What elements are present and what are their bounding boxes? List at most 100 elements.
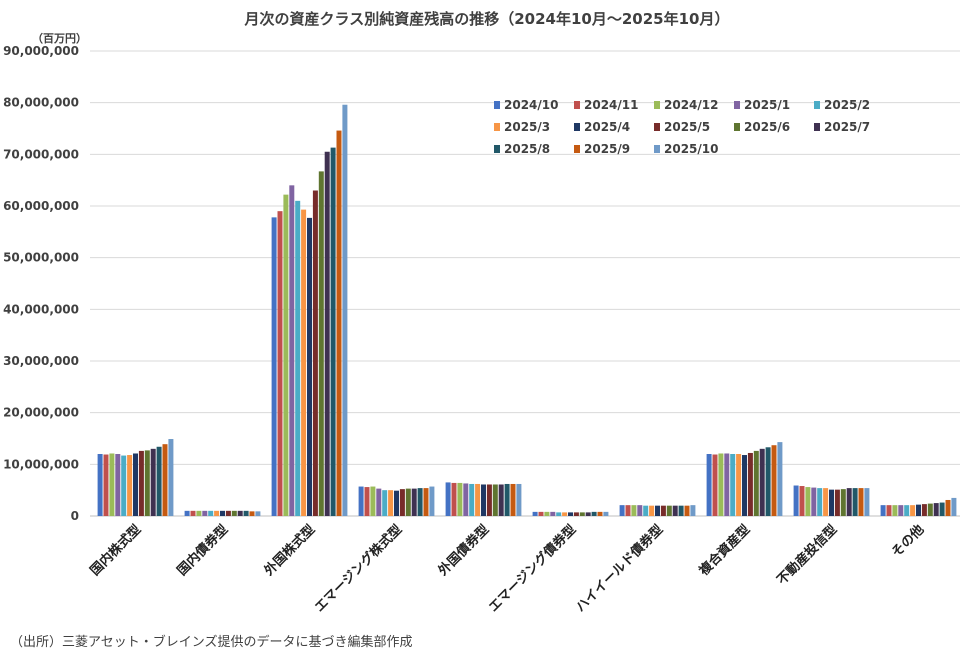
bar-2025-4-1	[220, 510, 225, 516]
bar-2025-3-0	[127, 455, 133, 516]
bar-2024-12-2	[283, 194, 289, 516]
legend-swatch	[494, 101, 500, 109]
x-tick-label: エマージング債券型	[485, 522, 579, 616]
bar-2025-8-3	[417, 488, 423, 516]
bar-2025-6-4	[492, 484, 498, 516]
bar-2025-5-0	[138, 450, 144, 516]
bar-2024-10-4	[445, 482, 451, 516]
bar-2025-3-8	[823, 488, 829, 516]
bar-2024-12-6	[631, 505, 637, 516]
bar-2025-9-8	[858, 488, 864, 516]
bar-2025-5-2	[312, 190, 318, 516]
bar-2025-8-9	[939, 502, 945, 516]
bar-2025-6-8	[840, 489, 846, 516]
bar-2025-8-0	[156, 446, 162, 516]
bar-2025-10-0	[168, 439, 174, 516]
bar-2024-12-1	[196, 510, 202, 516]
legend-swatch	[654, 123, 660, 131]
bar-2025-1-3	[376, 488, 382, 516]
bar-2024-11-0	[103, 454, 109, 516]
bar-2025-5-8	[834, 489, 840, 516]
bar-2025-1-0	[115, 454, 121, 516]
y-tick-label: 0	[71, 509, 79, 523]
bar-2025-4-3	[394, 490, 399, 516]
bar-2025-7-3	[411, 488, 417, 516]
bar-2024-12-5	[544, 511, 550, 516]
bar-2025-5-1	[225, 510, 231, 516]
legend-swatch	[734, 123, 740, 131]
bar-2025-1-5	[550, 511, 556, 516]
bar-2025-10-8	[864, 488, 870, 516]
bar-2025-9-4	[510, 483, 516, 516]
bar-2024-10-9	[880, 505, 886, 516]
legend-label: 2025/5	[664, 120, 710, 134]
bar-2024-10-0	[97, 454, 103, 516]
bar-2025-2-0	[121, 455, 127, 516]
bar-2025-6-3	[405, 488, 411, 516]
bar-2025-6-9	[927, 503, 933, 516]
legend-label: 2024/12	[664, 98, 718, 112]
bar-2025-7-7	[759, 448, 765, 516]
legend-swatch	[574, 101, 580, 109]
legend-label: 2025/7	[824, 120, 870, 134]
bar-2025-2-5	[556, 512, 562, 516]
bar-2025-2-6	[643, 505, 649, 516]
bar-2025-4-5	[568, 512, 573, 516]
bar-2024-11-2	[277, 211, 283, 516]
bar-2025-3-7	[736, 454, 742, 516]
y-axis: 0 10,000,000 20,000,000 30,000,000 40,000,00…	[3, 44, 79, 523]
bar-2025-4-7	[742, 455, 747, 516]
bar-2024-10-8	[793, 485, 799, 516]
bar-2025-7-0	[150, 448, 156, 516]
bar-2025-2-3	[382, 490, 388, 516]
y-tick-label: 80,000,000	[3, 96, 79, 110]
legend-swatch	[814, 101, 820, 109]
bar-2025-8-8	[852, 488, 858, 516]
bar-2025-1-1	[202, 510, 208, 516]
bar-2025-1-9	[898, 505, 904, 516]
legend-swatch	[494, 123, 500, 131]
bar-2024-11-6	[625, 505, 631, 516]
y-tick-label: 60,000,000	[3, 199, 79, 213]
bar-2024-11-3	[364, 487, 370, 516]
y-tick-label: 10,000,000	[3, 457, 79, 471]
bar-2025-5-6	[660, 505, 666, 516]
legend: 2024/10 2024/11 2024/12 2025/1 2025/2 2025/3 2…	[494, 98, 870, 156]
bar-2025-2-9	[904, 505, 910, 516]
bar-2025-4-6	[655, 505, 660, 516]
x-tick-label: その他	[888, 522, 927, 561]
bar-2025-4-9	[916, 504, 921, 516]
bar-2025-4-4	[481, 484, 486, 516]
bar-2025-9-6	[684, 505, 690, 516]
bar-2025-6-0	[144, 450, 150, 516]
bar-2025-3-2	[301, 209, 307, 516]
bar-2024-10-1	[184, 510, 190, 516]
legend-swatch	[814, 123, 820, 131]
bar-2025-2-1	[208, 510, 214, 516]
bar-2025-6-7	[753, 450, 759, 516]
legend-swatch	[494, 145, 500, 153]
bar-2025-3-5	[562, 512, 568, 516]
legend-label: 2025/9	[584, 142, 630, 156]
x-tick-label: ハイイールド債券型	[572, 522, 666, 616]
y-tick-label: 90,000,000	[3, 44, 79, 58]
bar-2025-8-6	[678, 505, 684, 516]
bar-2025-2-4	[469, 483, 475, 516]
bar-2025-2-7	[730, 454, 736, 516]
bar-2024-12-3	[370, 486, 376, 516]
bar-2024-10-7	[706, 454, 712, 516]
bar-2024-12-9	[892, 505, 898, 516]
bar-2024-11-1	[190, 510, 196, 516]
bar-2025-3-6	[649, 505, 655, 516]
bar-2025-5-3	[399, 489, 405, 516]
x-tick-label: 不動産投信型	[774, 522, 840, 588]
bar-2025-6-5	[579, 512, 585, 516]
y-tick-label: 30,000,000	[3, 354, 79, 368]
bar-2025-9-5	[597, 511, 603, 516]
bar-2025-10-2	[342, 104, 348, 516]
bar-2025-8-1	[243, 510, 249, 516]
bar-2025-7-1	[237, 510, 243, 516]
bar-2025-7-8	[846, 488, 852, 516]
x-tick-label: 複合資産型	[695, 522, 753, 580]
bar-2025-8-2	[330, 147, 336, 516]
